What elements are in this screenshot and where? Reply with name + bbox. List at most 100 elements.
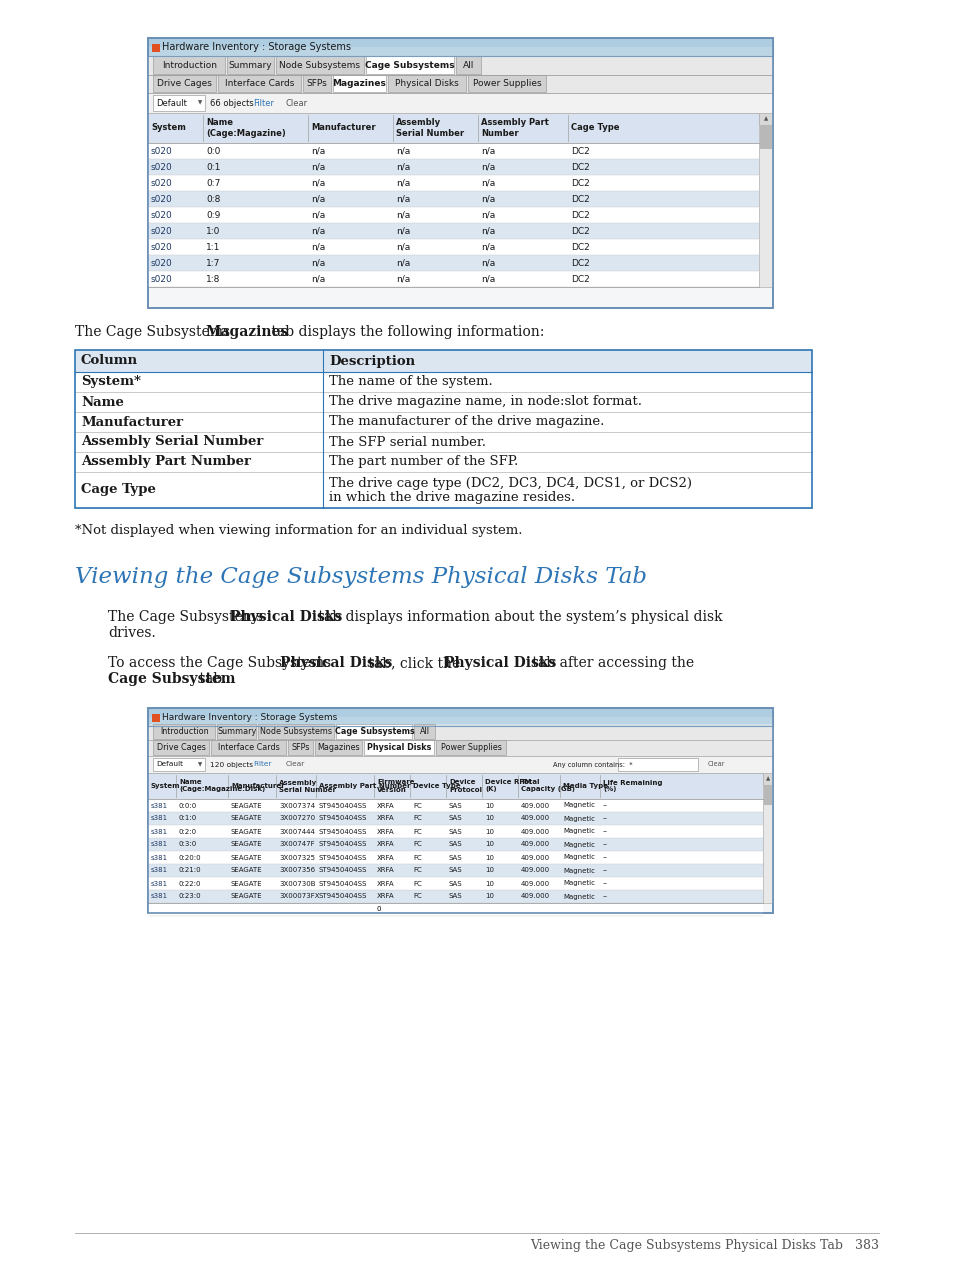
- Text: SAS: SAS: [449, 829, 462, 835]
- Text: XRFA: XRFA: [376, 841, 395, 848]
- Text: Device Type: Device Type: [413, 783, 460, 789]
- Text: SEAGATE: SEAGATE: [231, 868, 262, 873]
- Text: Hardware Inventory : Storage Systems: Hardware Inventory : Storage Systems: [162, 42, 351, 52]
- Text: The drive cage type (DC2, DC3, DC4, DCS1, or DCS2): The drive cage type (DC2, DC3, DC4, DCS1…: [329, 478, 691, 491]
- Text: s020: s020: [151, 211, 172, 220]
- Text: --: --: [602, 841, 607, 848]
- Bar: [148, 902, 762, 916]
- Text: DC2: DC2: [571, 163, 589, 172]
- Text: FC: FC: [413, 894, 421, 900]
- Bar: [148, 271, 759, 287]
- Bar: [762, 773, 772, 785]
- Text: The part number of the SFP.: The part number of the SFP.: [329, 455, 517, 469]
- Text: 3X007325: 3X007325: [278, 854, 314, 860]
- Bar: [75, 391, 811, 412]
- Text: XRFA: XRFA: [376, 868, 395, 873]
- Text: s020: s020: [151, 163, 172, 172]
- Bar: [212, 740, 286, 755]
- Text: FC: FC: [413, 802, 421, 808]
- Text: FC: FC: [413, 868, 421, 873]
- Bar: [148, 255, 759, 271]
- Text: *Not displayed when viewing information for an individual system.: *Not displayed when viewing information …: [75, 524, 522, 538]
- Bar: [148, 773, 762, 799]
- Text: 10: 10: [484, 894, 494, 900]
- Text: Description: Description: [329, 355, 415, 367]
- Bar: [148, 191, 759, 207]
- Text: ST9450404SS: ST9450404SS: [318, 854, 367, 860]
- Text: SEAGATE: SEAGATE: [231, 829, 262, 835]
- Text: Assembly Part Number: Assembly Part Number: [318, 783, 410, 789]
- Text: n/a: n/a: [311, 243, 325, 252]
- Text: s381: s381: [151, 854, 168, 860]
- Text: 409.000: 409.000: [520, 816, 550, 821]
- Text: ST9450404SS: ST9450404SS: [318, 881, 367, 886]
- Bar: [217, 724, 256, 738]
- Text: Physical Disks: Physical Disks: [395, 79, 458, 88]
- Text: s381: s381: [151, 881, 168, 886]
- Bar: [303, 75, 331, 92]
- Text: SAS: SAS: [449, 802, 462, 808]
- Text: Cage Type: Cage Type: [81, 483, 155, 497]
- Text: 0: 0: [376, 906, 381, 913]
- Text: XRFA: XRFA: [376, 881, 395, 886]
- Text: --: --: [602, 881, 607, 886]
- Bar: [152, 95, 205, 111]
- Text: n/a: n/a: [480, 275, 495, 283]
- Text: 0:7: 0:7: [206, 178, 220, 188]
- Text: Introduction: Introduction: [159, 727, 208, 736]
- Bar: [759, 113, 772, 287]
- Text: s381: s381: [151, 802, 168, 808]
- Text: Default: Default: [156, 98, 187, 108]
- Text: s020: s020: [151, 258, 172, 267]
- Text: The Cage Subsystems: The Cage Subsystems: [75, 325, 234, 339]
- Text: 409.000: 409.000: [520, 868, 550, 873]
- Text: FC: FC: [413, 841, 421, 848]
- Text: 10: 10: [484, 868, 494, 873]
- Text: n/a: n/a: [480, 178, 495, 188]
- Text: 0:2:0: 0:2:0: [179, 829, 197, 835]
- Text: n/a: n/a: [395, 243, 410, 252]
- Text: DC2: DC2: [571, 243, 589, 252]
- Bar: [148, 38, 772, 56]
- Bar: [148, 890, 762, 902]
- Text: 409.000: 409.000: [520, 841, 550, 848]
- Bar: [148, 47, 772, 56]
- Bar: [148, 708, 772, 913]
- Text: 0:21:0: 0:21:0: [179, 868, 201, 873]
- Text: n/a: n/a: [311, 258, 325, 267]
- Text: DC2: DC2: [571, 146, 589, 155]
- Text: Magnetic: Magnetic: [562, 841, 595, 848]
- Text: 409.000: 409.000: [520, 802, 550, 808]
- Text: ST9450404SS: ST9450404SS: [318, 816, 367, 821]
- Text: All: All: [419, 727, 430, 736]
- Text: DC2: DC2: [571, 226, 589, 235]
- Text: Magazines: Magazines: [205, 325, 288, 339]
- Bar: [148, 812, 762, 825]
- Text: Interface Cards: Interface Cards: [225, 79, 294, 88]
- Text: Magnetic: Magnetic: [562, 829, 595, 835]
- Text: n/a: n/a: [480, 194, 495, 203]
- Text: n/a: n/a: [480, 211, 495, 220]
- Text: Device
Protocol: Device Protocol: [449, 779, 481, 793]
- Text: FC: FC: [413, 881, 421, 886]
- Bar: [148, 740, 772, 756]
- Text: n/a: n/a: [311, 194, 325, 203]
- Text: ▲: ▲: [763, 117, 767, 122]
- Text: FC: FC: [413, 816, 421, 821]
- Bar: [275, 56, 363, 74]
- Bar: [288, 740, 313, 755]
- Text: s020: s020: [151, 226, 172, 235]
- Text: Cage Subsystems: Cage Subsystems: [335, 727, 414, 736]
- Bar: [365, 56, 454, 74]
- Text: ST9450404SS: ST9450404SS: [318, 829, 367, 835]
- Bar: [148, 239, 759, 255]
- Text: Filter: Filter: [253, 761, 271, 768]
- Bar: [762, 773, 772, 902]
- Text: DC2: DC2: [571, 178, 589, 188]
- Text: n/a: n/a: [311, 275, 325, 283]
- Text: n/a: n/a: [480, 226, 495, 235]
- Bar: [148, 852, 762, 864]
- Bar: [258, 724, 335, 738]
- Text: 10: 10: [484, 802, 494, 808]
- Bar: [218, 75, 301, 92]
